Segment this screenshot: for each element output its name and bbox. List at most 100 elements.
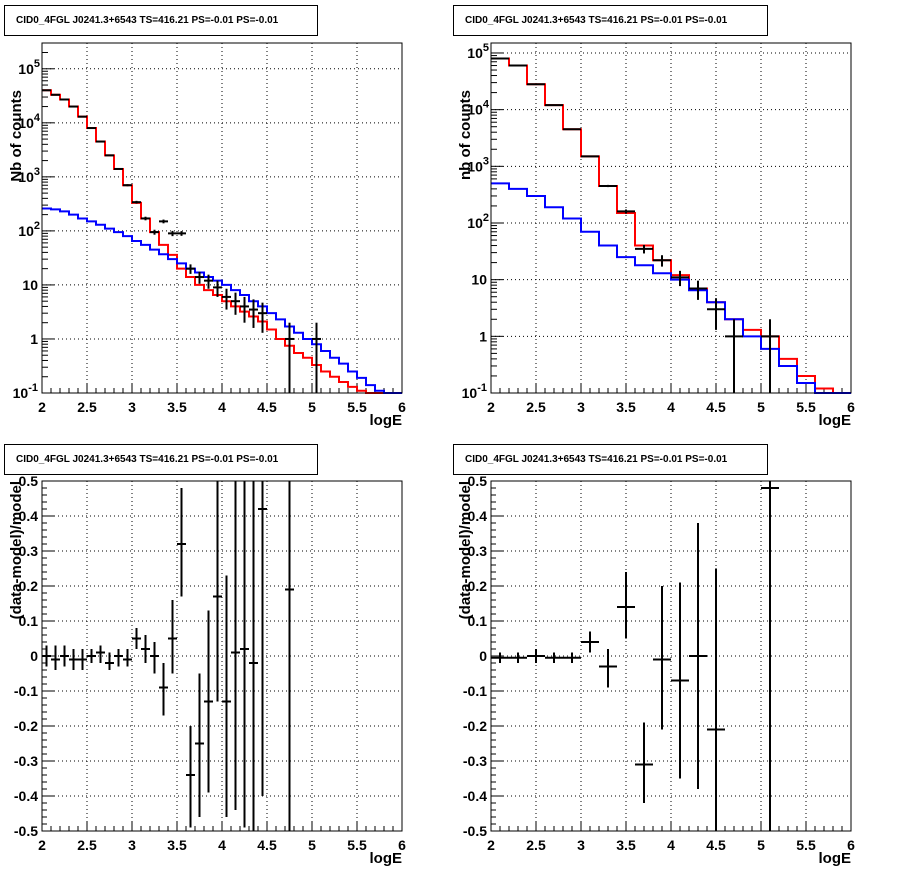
plot-frame <box>41 42 403 394</box>
x-tick-label: 4 <box>667 837 675 853</box>
data-point <box>671 270 689 287</box>
data-point <box>545 652 563 663</box>
data-point <box>653 586 671 730</box>
x-tick-label: 3.5 <box>167 399 187 415</box>
chart-title: CID0_4FGL J0241.3+6543 TS=416.21 PS=-0.0… <box>16 15 279 26</box>
x-axis-title: logE <box>370 412 403 429</box>
y-tick-label: 0.1 <box>468 613 488 629</box>
data-point <box>599 649 617 688</box>
data-point <box>150 642 159 674</box>
x-tick-label: 5.5 <box>347 837 367 853</box>
x-tick-label: 3.5 <box>616 837 636 853</box>
y-tick-label: -0.1 <box>14 683 38 699</box>
data-point <box>204 610 213 793</box>
data-point <box>599 184 617 188</box>
data-point <box>761 319 779 393</box>
x-tick-label: 2.5 <box>526 837 546 853</box>
y-tick-label: 105 <box>18 58 40 77</box>
y-tick-label: -0.2 <box>14 718 38 734</box>
x-tick-label: 6 <box>398 399 406 415</box>
y-tick-label: -0.3 <box>14 753 38 769</box>
x-tick-label: 6 <box>847 399 855 415</box>
data-point <box>114 167 123 170</box>
data-point <box>231 481 240 810</box>
y-tick-label: 10 <box>471 272 487 288</box>
y-tick-label: 104 <box>467 99 490 118</box>
data-point <box>168 230 177 237</box>
data-point <box>725 319 743 393</box>
data-point <box>285 322 294 393</box>
y-axis-title: (data-model)/model <box>457 481 474 619</box>
model-total-histogram <box>491 57 851 394</box>
x-tick-label: 5.5 <box>796 837 816 853</box>
data-point <box>249 299 258 328</box>
data-point <box>150 229 159 235</box>
data-point <box>159 663 168 716</box>
data-point <box>96 140 105 143</box>
chart-title-box <box>4 444 318 475</box>
y-tick-label: 0.4 <box>468 508 488 524</box>
x-tick-label: 5.5 <box>796 399 816 415</box>
y-tick-label: 0 <box>479 648 487 664</box>
data-point <box>240 296 249 323</box>
chart-panel-4: CID0_4FGL J0241.3+6543 TS=416.21 PS=-0.0… <box>453 444 855 867</box>
data-point <box>707 298 725 330</box>
plot-frame <box>490 42 852 394</box>
data-point <box>195 271 204 284</box>
data-point <box>159 219 168 224</box>
data-point <box>312 322 321 393</box>
data-point <box>285 481 294 831</box>
y-tick-label: 103 <box>18 166 40 185</box>
x-axis-title: logE <box>819 850 852 867</box>
x-tick-label: 4 <box>218 399 226 415</box>
x-axis-title: logE <box>370 850 403 867</box>
chart-title: CID0_4FGL J0241.3+6543 TS=416.21 PS=-0.0… <box>465 454 728 465</box>
y-tick-label: 0.5 <box>468 473 488 489</box>
x-axis-title: logE <box>819 412 852 429</box>
x-tick-label: 2.5 <box>77 399 97 415</box>
y-tick-label: -0.2 <box>463 718 487 734</box>
data-point <box>527 649 545 663</box>
x-tick-label: 3 <box>128 399 136 415</box>
x-tick-label: 2 <box>38 399 46 415</box>
model-background-histogram <box>42 207 402 394</box>
chart-title: CID0_4FGL J0241.3+6543 TS=416.21 PS=-0.0… <box>16 454 279 465</box>
data-point <box>123 649 132 667</box>
x-tick-label: 3 <box>577 399 585 415</box>
data-point <box>87 127 96 130</box>
data-point <box>186 264 195 274</box>
x-tick-label: 2 <box>487 399 495 415</box>
data-point <box>689 523 707 789</box>
data-point <box>186 726 195 828</box>
data-point <box>132 628 141 649</box>
chart-panel-1: CID0_4FGL J0241.3+6543 TS=416.21 PS=-0.0… <box>4 5 406 429</box>
data-point <box>51 93 60 96</box>
data-point <box>258 481 267 796</box>
x-tick-label: 2.5 <box>77 837 97 853</box>
y-tick-label: 105 <box>467 42 489 61</box>
y-tick-label: 0.3 <box>19 543 39 559</box>
data-point <box>249 481 258 831</box>
y-tick-label: 102 <box>467 212 489 231</box>
data-point <box>581 631 599 653</box>
data-point <box>132 200 141 204</box>
data-point <box>177 488 186 597</box>
data-point <box>123 184 132 187</box>
y-axis-title: Nb of counts <box>8 90 25 182</box>
data-point <box>617 572 635 639</box>
y-tick-label: 0.2 <box>19 578 39 594</box>
data-point <box>761 481 779 831</box>
data-point <box>689 280 707 300</box>
y-tick-label: 103 <box>467 155 489 174</box>
y-tick-label: 0.2 <box>468 578 488 594</box>
data-point <box>177 231 186 236</box>
x-tick-label: 5 <box>308 837 316 853</box>
x-tick-label: 4 <box>218 837 226 853</box>
y-tick-label: -0.4 <box>463 788 487 804</box>
y-tick-label: -0.5 <box>14 823 38 839</box>
chart-title: CID0_4FGL J0241.3+6543 TS=416.21 PS=-0.0… <box>465 15 728 26</box>
y-tick-label: -0.5 <box>463 823 487 839</box>
y-tick-label: 0 <box>30 648 38 664</box>
data-point <box>105 652 114 670</box>
